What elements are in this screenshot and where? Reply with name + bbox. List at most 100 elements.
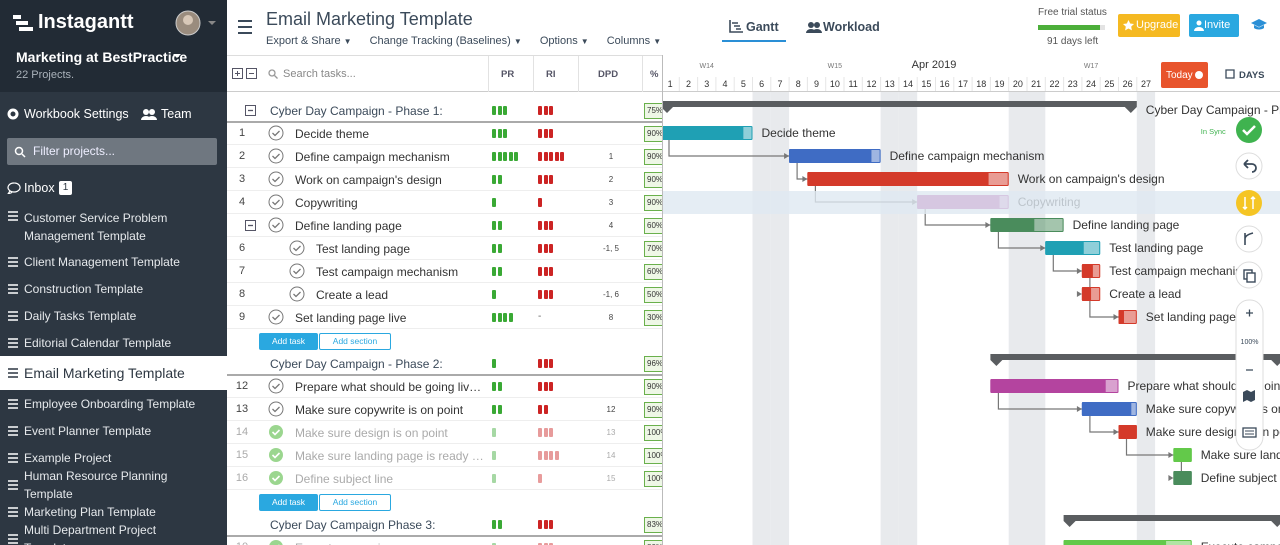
today-button[interactable] (1161, 62, 1208, 88)
pip (492, 428, 496, 437)
task-name[interactable]: Prepare what should be going live first (295, 380, 485, 394)
task-name[interactable]: Make sure copywrite is on point (295, 403, 464, 417)
invite-button[interactable]: Invite (1189, 14, 1239, 37)
task-progress (990, 218, 1035, 232)
tab-underline (722, 40, 786, 42)
upgrade-button[interactable]: Upgrade (1118, 14, 1180, 37)
task-bar-label: Execute campaign (1201, 540, 1280, 545)
inbox-icon (7, 182, 21, 194)
complete-toggle[interactable] (289, 286, 305, 302)
task-name[interactable]: Copywriting (295, 196, 358, 210)
inbox[interactable]: Inbox (24, 181, 55, 195)
complete-toggle[interactable] (268, 424, 284, 440)
list-icon (8, 426, 18, 436)
row-number: 14 (235, 426, 249, 438)
add-button[interactable]: Add task (259, 494, 318, 511)
task-name[interactable]: Define campaign mechanism (295, 150, 450, 164)
level-pips (538, 267, 553, 276)
collapse-toggle[interactable] (245, 220, 257, 232)
complete-toggle[interactable] (268, 125, 284, 141)
complete-toggle[interactable] (268, 470, 284, 486)
project-item[interactable]: Email Marketing Template (0, 356, 227, 390)
project-item[interactable]: Construction Template (0, 275, 199, 302)
expand-collapse[interactable] (232, 68, 258, 80)
academy-icon[interactable] (1251, 19, 1267, 31)
complete-toggle[interactable] (268, 217, 284, 233)
day-label: 19 (995, 79, 1005, 89)
task-name[interactable]: Decide theme (295, 127, 370, 141)
project-item[interactable]: Editorial Calendar Template (0, 329, 199, 356)
level-pips (492, 428, 496, 437)
tab-gantt[interactable]: Gantt (746, 20, 779, 34)
complete-toggle[interactable] (268, 447, 284, 463)
task-name[interactable]: Test landing page (316, 242, 411, 256)
dependency (924, 209, 991, 226)
workbook-settings[interactable]: Workbook Settings (24, 107, 129, 121)
pip (492, 382, 496, 391)
menu[interactable]: Export & Share ▼ (266, 35, 352, 49)
sync-button[interactable] (1236, 117, 1262, 143)
search-placeholder[interactable]: Search tasks... (283, 68, 356, 80)
complete-toggle[interactable] (289, 240, 305, 256)
menu-icon[interactable] (237, 19, 253, 35)
add-button[interactable]: Add task (259, 333, 318, 350)
complete-toggle[interactable] (268, 539, 284, 545)
sort-button[interactable] (1236, 190, 1262, 216)
menu[interactable]: Change Tracking (Baselines) ▼ (370, 35, 522, 49)
filter-input[interactable]: Filter projects... (7, 138, 217, 165)
project-item[interactable]: Daily Tasks Template (0, 302, 199, 329)
pip (497, 405, 502, 414)
undo-button[interactable] (1235, 152, 1263, 180)
add-button[interactable]: Add section (319, 494, 391, 511)
day-label: 6 (759, 79, 764, 89)
project-name: Event Planner Template (24, 423, 152, 438)
pip (538, 359, 542, 368)
task-name[interactable]: Create a lead (316, 288, 389, 302)
task-name[interactable]: Define subject line (295, 472, 394, 486)
tab-workload[interactable]: Workload (823, 20, 880, 34)
team[interactable]: Team (161, 107, 192, 121)
project-item[interactable]: Employee Onboarding Template (0, 390, 199, 417)
collapse-toggle[interactable] (245, 105, 257, 117)
gantt-bars: Cyber Day Campaign - Phase 1: In Sync Deci… (663, 101, 1280, 545)
task-name[interactable]: Make sure design is on point (295, 426, 448, 440)
level-pips (538, 543, 553, 545)
complete-toggle[interactable] (268, 378, 284, 394)
summary-bar (663, 101, 1137, 113)
task-name[interactable]: Set landing page live (295, 311, 407, 325)
complete-toggle[interactable] (268, 148, 284, 164)
project-item[interactable]: Customer Service Problem Management Temp… (0, 206, 199, 248)
project-item[interactable]: Multi Department Project Template (0, 523, 199, 545)
caret: ▼ (580, 37, 589, 46)
project-item[interactable]: Example Project (0, 444, 199, 471)
task-name[interactable]: Define landing page (295, 219, 402, 233)
scale-select[interactable] (1216, 62, 1280, 88)
menu[interactable]: Options ▼ (540, 35, 589, 49)
team-icon (141, 109, 157, 120)
menu[interactable]: Columns ▼ (607, 35, 661, 49)
workspace[interactable]: Marketing at BestPractice (16, 49, 188, 65)
project-item[interactable]: Marketing Plan Template (0, 498, 199, 525)
complete-toggle[interactable] (268, 194, 284, 210)
percent-box: 50% (644, 287, 663, 303)
complete-toggle[interactable] (268, 401, 284, 417)
project-item[interactable]: Human Resource Planning Template (0, 469, 199, 501)
level-pips (538, 428, 553, 437)
row-number: 4 (238, 196, 246, 208)
complete-toggle[interactable] (268, 171, 284, 187)
task-name[interactable]: Execute campaign (295, 541, 485, 545)
project-item[interactable]: Client Management Template (0, 248, 199, 275)
add-button[interactable]: Add section (319, 333, 391, 350)
complete-toggle[interactable] (268, 309, 284, 325)
task-name[interactable]: Work on campaign's design (295, 173, 442, 187)
complete-toggle[interactable] (289, 263, 305, 279)
task-outline (990, 379, 1119, 393)
task-name[interactable]: Make sure landing page is ready and live (295, 449, 485, 463)
task-name[interactable]: Test campaign mechanism (316, 265, 459, 279)
avatar[interactable] (175, 10, 220, 36)
branch-button[interactable] (1235, 225, 1263, 253)
project-item[interactable]: Event Planner Template (0, 417, 199, 444)
dpd: 4 (608, 221, 614, 230)
logo-icon (13, 15, 33, 31)
